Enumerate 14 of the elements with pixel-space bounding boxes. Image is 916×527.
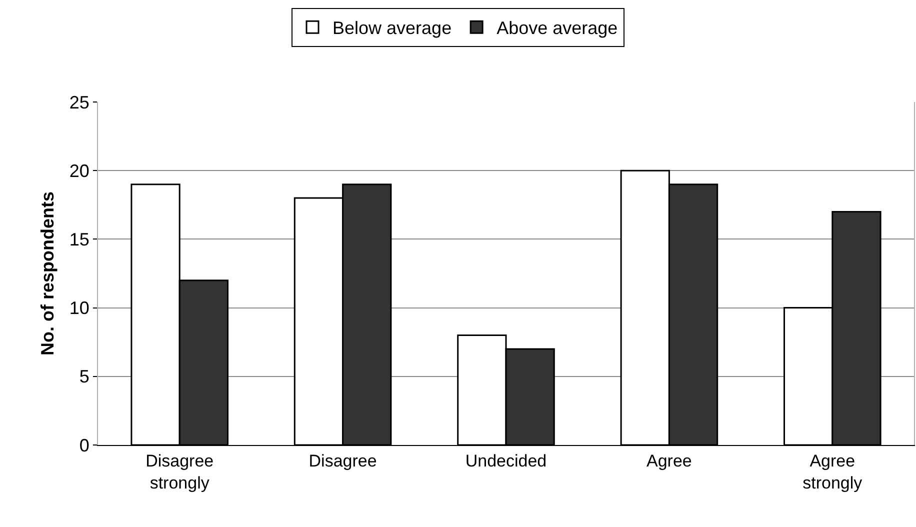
y-tick-label: 5 bbox=[79, 366, 90, 387]
y-axis-title: No. of respondents bbox=[38, 191, 58, 356]
x-tick-label: Disagree strongly bbox=[146, 451, 214, 492]
y-tick-label: 10 bbox=[69, 298, 90, 318]
x-tick-label: Agree strongly bbox=[802, 451, 863, 492]
x-tick-label: Agree bbox=[646, 451, 692, 470]
y-tick-label: 15 bbox=[69, 230, 90, 250]
x-tick-label: Undecided bbox=[465, 451, 547, 470]
y-tick-label: 20 bbox=[69, 160, 90, 181]
legend-label: Above average bbox=[496, 18, 618, 38]
legend-label: Below average bbox=[332, 18, 452, 38]
y-tick-label: 0 bbox=[79, 435, 90, 456]
y-tick-label: 25 bbox=[69, 92, 90, 112]
x-tick-label: Disagree bbox=[308, 451, 377, 470]
